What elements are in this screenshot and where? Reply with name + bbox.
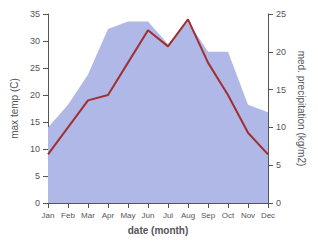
svg-text:Mar: Mar xyxy=(81,211,95,220)
svg-text:20: 20 xyxy=(30,90,40,100)
svg-text:Jun: Jun xyxy=(142,211,155,220)
svg-text:date (month): date (month) xyxy=(128,225,189,236)
svg-text:max temp (C): max temp (C) xyxy=(9,78,20,139)
svg-text:10: 10 xyxy=(276,122,286,132)
svg-text:May: May xyxy=(120,211,135,220)
svg-text:0: 0 xyxy=(35,198,40,208)
svg-text:Jul: Jul xyxy=(163,211,173,220)
svg-text:med. precipitation (kg/m2): med. precipitation (kg/m2) xyxy=(296,51,307,167)
svg-text:0: 0 xyxy=(276,198,281,208)
svg-text:20: 20 xyxy=(276,47,286,57)
svg-text:Nov: Nov xyxy=(241,211,255,220)
svg-text:35: 35 xyxy=(30,9,40,19)
svg-text:Oct: Oct xyxy=(222,211,235,220)
svg-text:5: 5 xyxy=(276,160,281,170)
svg-text:Jan: Jan xyxy=(42,211,55,220)
svg-text:Aug: Aug xyxy=(181,211,195,220)
svg-text:10: 10 xyxy=(30,144,40,154)
svg-text:25: 25 xyxy=(276,9,286,19)
svg-text:Sep: Sep xyxy=(201,211,216,220)
svg-text:Feb: Feb xyxy=(61,211,75,220)
svg-text:25: 25 xyxy=(30,63,40,73)
svg-text:15: 15 xyxy=(276,85,286,95)
svg-text:5: 5 xyxy=(35,171,40,181)
svg-text:15: 15 xyxy=(30,117,40,127)
svg-text:Dec: Dec xyxy=(261,211,275,220)
svg-text:Apr: Apr xyxy=(102,211,115,220)
svg-text:30: 30 xyxy=(30,36,40,46)
